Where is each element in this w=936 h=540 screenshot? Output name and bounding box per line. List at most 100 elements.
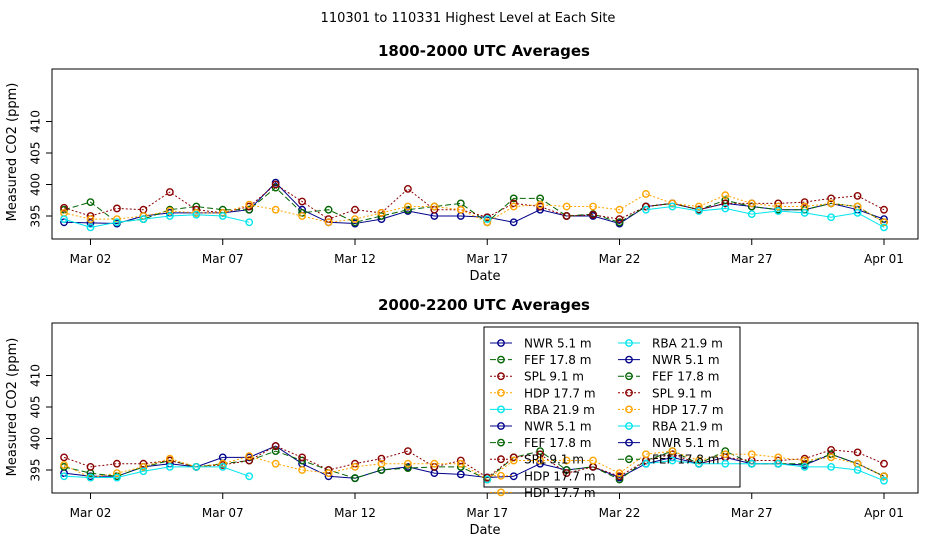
legend-marker-hdp	[497, 388, 505, 397]
legend-marker-nwr	[497, 422, 505, 430]
point-hdp	[271, 459, 280, 468]
legend-label: HDP 17.7 m	[524, 386, 596, 400]
point-hdp	[483, 218, 492, 227]
point-rba	[245, 472, 254, 481]
point-hdp	[880, 472, 888, 481]
series-line-rba	[645, 206, 885, 228]
x-tick-label: Mar 07	[202, 252, 244, 266]
legend-marker-hdp	[625, 405, 633, 414]
legend-marker-fef	[625, 372, 633, 381]
x-tick-label: Mar 02	[70, 506, 112, 520]
legend-marker-nwr	[625, 438, 633, 447]
point-hdp	[589, 202, 597, 211]
plot-frame	[51, 322, 919, 494]
point-hdp	[642, 190, 650, 198]
y-tick-label: 410	[29, 364, 43, 387]
legend-label: NWR 5.1 m	[652, 436, 720, 450]
point-rba	[192, 462, 201, 471]
point-hdp	[377, 459, 386, 468]
point-spl	[165, 188, 174, 196]
point-hdp	[430, 202, 439, 211]
point-rba	[642, 205, 650, 214]
x-tick-label: Mar 22	[599, 506, 641, 520]
legend-label: HDP 17.7 m	[524, 469, 596, 483]
point-hdp	[774, 202, 783, 211]
point-spl	[774, 199, 783, 208]
point-spl	[642, 202, 650, 211]
point-hdp	[165, 454, 174, 463]
point-rba	[642, 459, 650, 468]
point-rba	[747, 210, 756, 219]
x-tick-label: Mar 12	[334, 506, 376, 520]
point-fef	[271, 447, 280, 455]
legend-marker-fef	[497, 355, 505, 364]
panel-2000-2200: 2000-2200 UTC Averages Measured CO2 (ppm…	[5, 296, 919, 538]
point-hdp	[377, 208, 386, 217]
point-hdp	[245, 452, 254, 461]
legend-label: NWR 5.1 m	[524, 420, 592, 434]
y-axis-label: Measured CO2 (ppm)	[5, 83, 20, 222]
point-hdp	[113, 469, 121, 478]
point-hdp	[589, 456, 597, 465]
legend-marker-hdp	[497, 471, 505, 480]
legend-label: NWR 5.1 m	[524, 337, 592, 351]
point-spl	[113, 459, 121, 468]
point-nwr	[536, 205, 545, 214]
point-spl	[298, 453, 306, 462]
point-hdp	[642, 450, 650, 459]
panel-title: 2000-2200 UTC Averages	[378, 296, 590, 314]
point-spl	[615, 215, 624, 224]
point-hdp	[615, 205, 624, 214]
legend-label: NWR 5.1 m	[652, 353, 720, 367]
x-axis-label: Date	[469, 269, 500, 284]
point-hdp	[509, 202, 518, 211]
y-axis-label: Measured CO2 (ppm)	[5, 338, 20, 477]
point-hdp	[536, 200, 545, 209]
legend-label: RBA 21.9 m	[524, 403, 595, 417]
y-tick-label: 410	[29, 110, 43, 133]
point-spl	[562, 469, 571, 478]
series-line-fef	[63, 186, 885, 223]
point-hdp	[615, 469, 624, 478]
point-fef	[86, 198, 95, 207]
point-spl	[377, 454, 386, 463]
legend-marker-hdp	[497, 488, 505, 497]
point-spl	[271, 180, 280, 189]
point-fef	[509, 194, 518, 203]
point-spl	[800, 198, 809, 207]
point-hdp	[827, 453, 835, 462]
point-fef	[403, 205, 412, 214]
point-rba	[721, 204, 730, 213]
legend-label: FEF 17.8 m	[652, 370, 719, 384]
point-hdp	[562, 456, 571, 465]
point-hdp	[536, 456, 545, 465]
main-title: 110301 to 110331 Highest Level at Each S…	[321, 11, 616, 26]
legend-marker-fef	[625, 455, 633, 464]
point-fef	[245, 205, 254, 214]
point-hdp	[86, 215, 95, 224]
x-tick-label: Mar 22	[599, 252, 641, 266]
point-hdp	[562, 202, 571, 211]
point-rba	[827, 213, 835, 222]
point-hdp	[351, 215, 359, 224]
series-line-fef	[63, 450, 885, 481]
point-rba	[165, 462, 174, 471]
legend-marker-spl	[497, 372, 505, 381]
point-hdp	[245, 200, 254, 209]
point-fef	[324, 205, 333, 214]
point-rba	[113, 218, 121, 227]
point-rba	[800, 208, 809, 217]
legend-marker-rba	[625, 422, 633, 430]
point-spl	[721, 199, 730, 208]
point-rba	[774, 459, 783, 468]
legend-label: SPL 9.1 m	[524, 453, 584, 467]
point-spl	[562, 212, 571, 220]
legend-label: HDP 17.7 m	[652, 403, 724, 417]
point-spl	[403, 185, 412, 193]
point-rba	[747, 459, 756, 468]
legend-label: FEF 17.8 m	[524, 436, 591, 450]
point-rba	[721, 459, 730, 468]
legend-marker-spl	[625, 388, 633, 397]
point-spl	[60, 203, 68, 212]
point-rba	[853, 466, 862, 474]
